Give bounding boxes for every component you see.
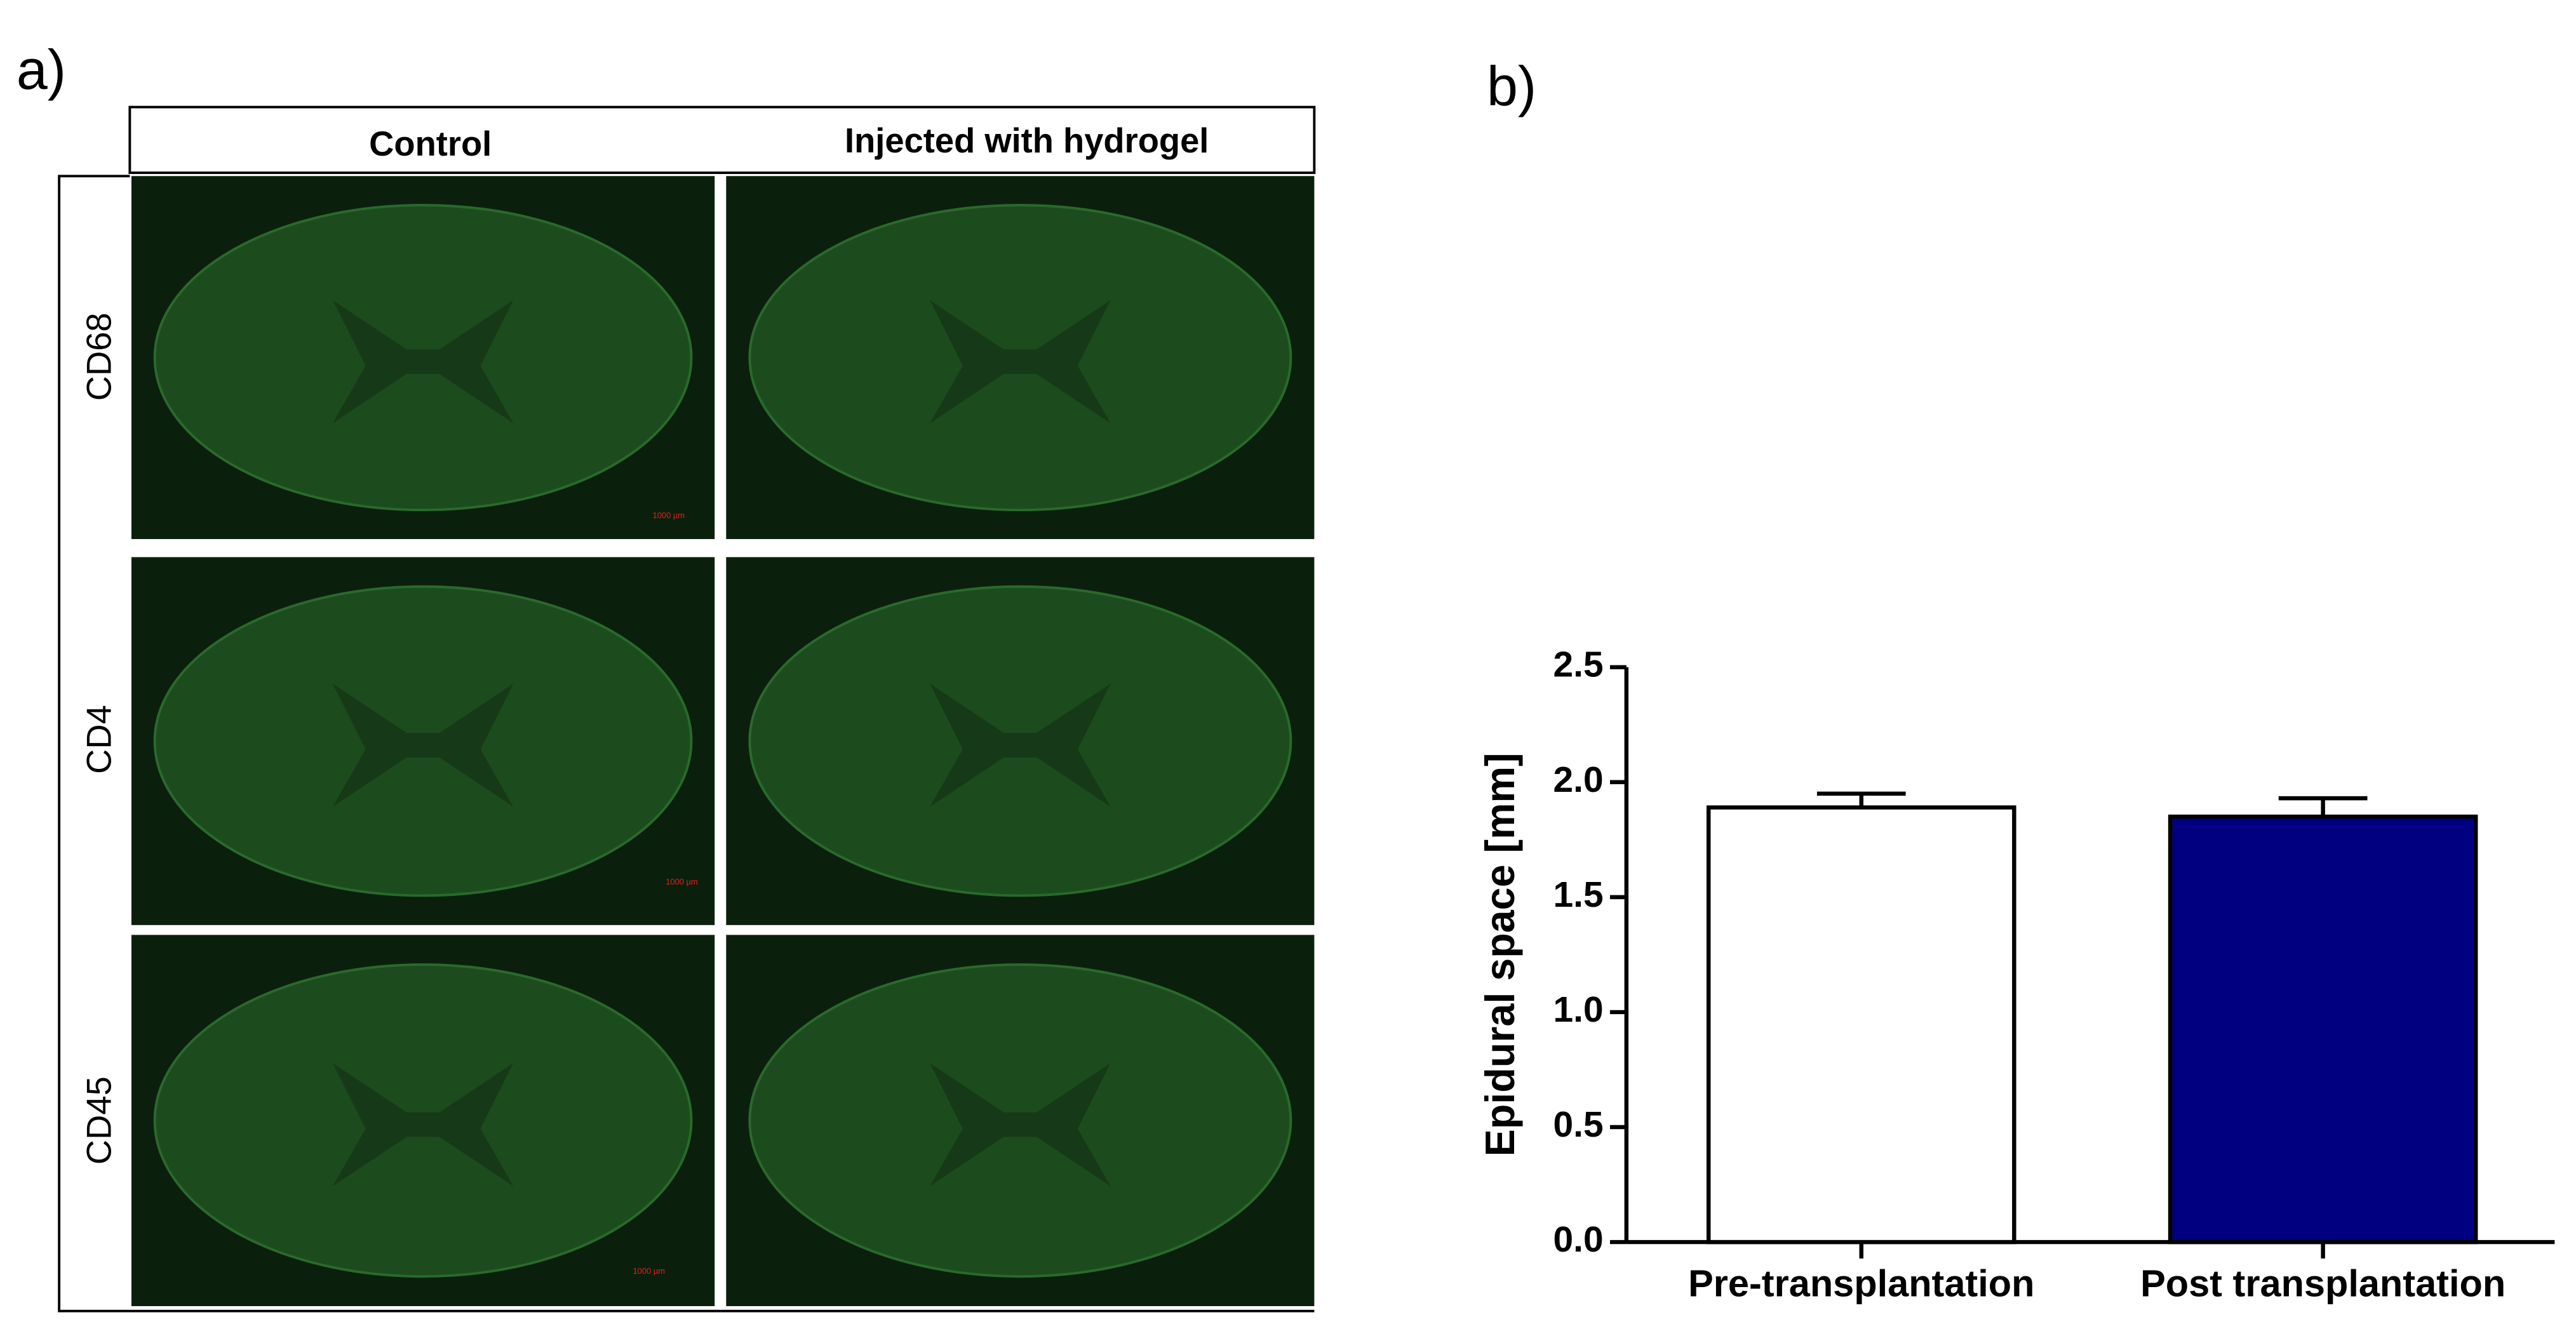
row-label: CD45 — [80, 1076, 119, 1165]
row-label: CD4 — [80, 705, 119, 774]
panel-label: a) — [17, 38, 66, 101]
x-tick-label: Post transplantation — [2140, 1262, 2506, 1305]
scale-bar-label: 1000 µm — [633, 1266, 665, 1276]
grey-matter — [930, 1063, 1111, 1187]
y-tick-label: 2.5 — [1553, 645, 1604, 685]
micrographs — [131, 176, 1315, 1306]
y-tick-label: 1.5 — [1553, 874, 1604, 915]
scale-bar-label: 1000 µm — [653, 511, 685, 520]
y-tick-label: 0.0 — [1553, 1219, 1604, 1260]
header-frame — [128, 105, 1316, 175]
column-header: Control — [369, 124, 492, 163]
grey-matter — [332, 683, 514, 807]
bar-chart: 0.0 0.5 1.0 1.5 2.0 2.5 Pre-transplantation Pos… — [1553, 645, 2555, 1305]
row-frame — [58, 175, 1315, 1313]
y-tick-label: 0.5 — [1553, 1104, 1604, 1145]
column-header: Injected with hydrogel — [845, 121, 1209, 160]
y-tick-label: 2.0 — [1553, 759, 1604, 800]
row-label: CD68 — [80, 312, 119, 401]
y-tick-label: 1.0 — [1553, 989, 1604, 1030]
grey-matter — [332, 1063, 514, 1187]
grey-matter — [930, 300, 1111, 424]
panel-label: b) — [1487, 55, 1536, 117]
bar — [2168, 814, 2478, 1245]
x-tick-label: Pre-transplantation — [1688, 1262, 2034, 1305]
y-axis-label: Epidural space [mm] — [1477, 752, 1523, 1156]
scale-bar-label: 1000 µm — [666, 877, 698, 886]
bar — [1706, 805, 2016, 1245]
grey-matter — [930, 683, 1111, 807]
grey-matter — [332, 300, 514, 424]
